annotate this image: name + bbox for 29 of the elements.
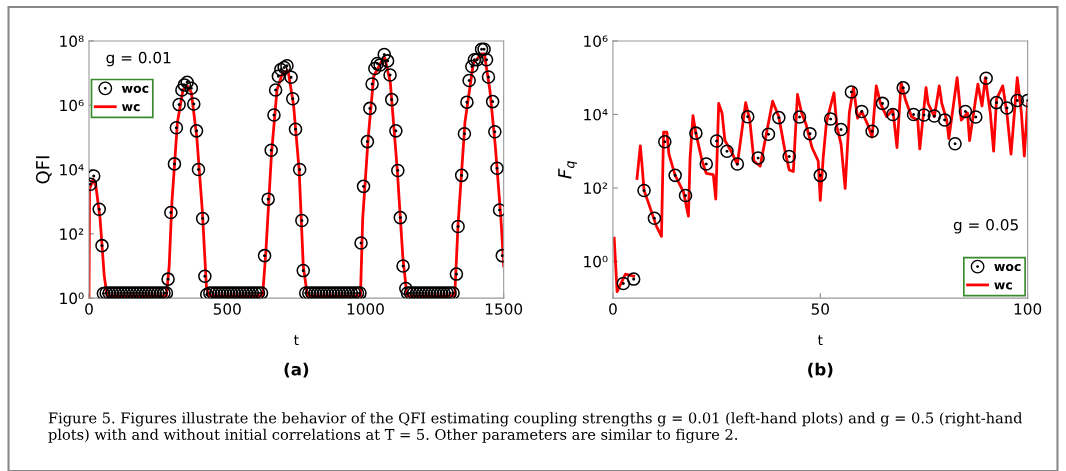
y-tick-label: 10⁰ bbox=[584, 255, 608, 268]
text: (b) bbox=[808, 362, 833, 378]
y-tick-label: 10⁶ bbox=[60, 99, 84, 112]
x-tick-label: 100 bbox=[1014, 303, 1042, 315]
y-tick-label: 10⁴ bbox=[60, 164, 84, 176]
x-axis-title: t bbox=[817, 335, 823, 346]
y-tick-label: 10² bbox=[60, 228, 84, 240]
legend-label: woc bbox=[994, 263, 1021, 272]
y-tick-label: 10² bbox=[584, 182, 608, 194]
y-tick-label: 10⁸ bbox=[60, 35, 84, 47]
annotation: g = 0.05 bbox=[953, 219, 1018, 234]
y-tick-label: 10⁶ bbox=[584, 35, 608, 47]
legend-label: woc bbox=[121, 85, 149, 93]
caption: Figure 5. Figures illustrate the behavior of the QFI estimating coupling strengths g = 0.01 (left-hand plots) and g = 0.5 (right-hand plots) with and without initial correlations at T = 5. Other parameters are similar to figure 2. bbox=[48, 412, 1023, 443]
x-tick-label: 1500 bbox=[485, 303, 523, 315]
x-axis-title: t bbox=[294, 335, 299, 346]
y-axis-title: QFI bbox=[35, 156, 52, 184]
x-tick-label: 0 bbox=[85, 303, 93, 315]
legend-label: wc bbox=[121, 104, 140, 112]
legend-label: wc bbox=[994, 282, 1012, 290]
x-tick-label: 500 bbox=[213, 303, 241, 315]
x-tick-label: 0 bbox=[609, 303, 617, 315]
annotation: g = 0.01 bbox=[106, 51, 171, 67]
x-tick-label: 1000 bbox=[347, 303, 384, 315]
y-tick-label: 10⁰ bbox=[60, 292, 84, 305]
x-tick-label: 50 bbox=[811, 303, 829, 315]
text: (a) bbox=[284, 362, 309, 378]
y-tick-label: 10⁴ bbox=[584, 108, 608, 121]
y-axis-title: F$_{q}$ bbox=[558, 161, 577, 179]
